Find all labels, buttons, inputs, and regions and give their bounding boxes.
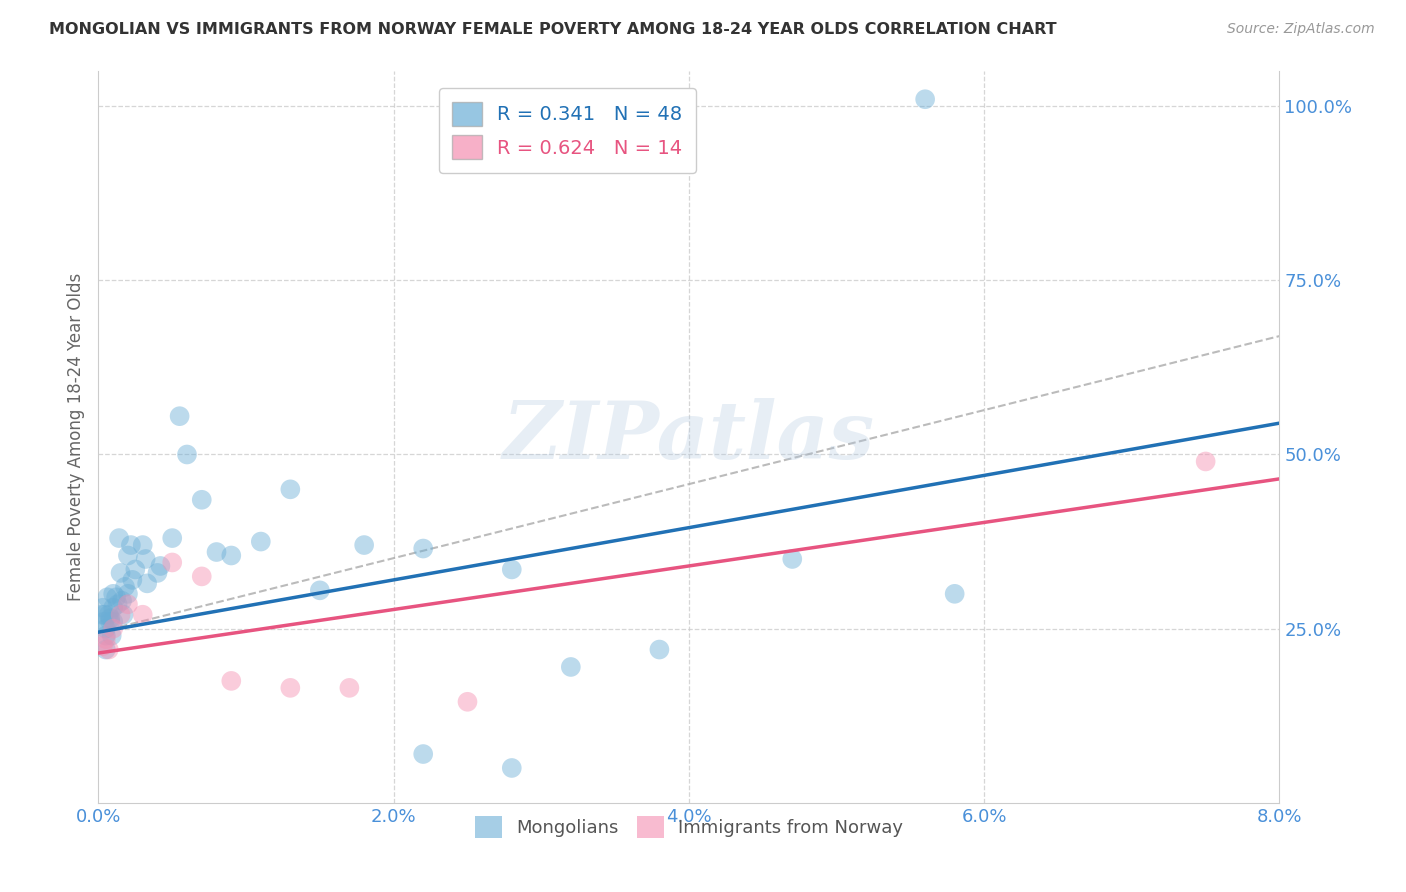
- Point: [103, 615, 125, 629]
- Point: [120, 538, 142, 552]
- Point: [149, 558, 172, 573]
- Point: [93, 615, 115, 629]
- Point: [191, 492, 214, 507]
- Point: [100, 629, 122, 643]
- Point: [94, 642, 117, 657]
- Point: [121, 573, 143, 587]
- Text: ZIPatlas: ZIPatlas: [503, 399, 875, 475]
- Point: [103, 600, 125, 615]
- Point: [91, 639, 114, 653]
- Point: [98, 615, 121, 629]
- Point: [146, 566, 169, 580]
- Point: [412, 747, 434, 761]
- Point: [412, 541, 434, 556]
- Text: Source: ZipAtlas.com: Source: ZipAtlas.com: [1227, 22, 1375, 37]
- Y-axis label: Female Poverty Among 18-24 Year Olds: Female Poverty Among 18-24 Year Olds: [66, 273, 84, 601]
- Point: [191, 569, 214, 583]
- Point: [280, 483, 302, 497]
- Point: [162, 531, 183, 545]
- Point: [93, 607, 115, 622]
- Point: [353, 538, 375, 552]
- Point: [112, 607, 135, 622]
- Point: [124, 562, 146, 576]
- Point: [309, 583, 332, 598]
- Point: [943, 587, 966, 601]
- Point: [221, 673, 243, 688]
- Point: [91, 600, 114, 615]
- Point: [501, 562, 523, 576]
- Point: [250, 534, 273, 549]
- Point: [339, 681, 361, 695]
- Point: [108, 531, 131, 545]
- Legend: Mongolians, Immigrants from Norway: Mongolians, Immigrants from Norway: [467, 808, 911, 845]
- Point: [107, 597, 129, 611]
- Point: [914, 92, 936, 106]
- Point: [94, 622, 117, 636]
- Point: [782, 552, 804, 566]
- Point: [162, 556, 183, 570]
- Point: [97, 607, 120, 622]
- Point: [176, 448, 198, 462]
- Point: [135, 552, 157, 566]
- Point: [501, 761, 523, 775]
- Point: [560, 660, 582, 674]
- Text: MONGOLIAN VS IMMIGRANTS FROM NORWAY FEMALE POVERTY AMONG 18-24 YEAR OLDS CORRELA: MONGOLIAN VS IMMIGRANTS FROM NORWAY FEMA…: [49, 22, 1057, 37]
- Point: [1195, 454, 1218, 468]
- Point: [111, 594, 134, 608]
- Point: [205, 545, 228, 559]
- Point: [103, 622, 125, 636]
- Point: [94, 632, 117, 646]
- Point: [110, 607, 132, 622]
- Point: [103, 587, 125, 601]
- Point: [97, 642, 120, 657]
- Point: [96, 591, 118, 605]
- Point: [132, 607, 155, 622]
- Point: [648, 642, 671, 657]
- Point: [105, 591, 128, 605]
- Point: [90, 607, 112, 622]
- Point: [117, 549, 139, 563]
- Point: [114, 580, 136, 594]
- Point: [221, 549, 243, 563]
- Point: [117, 587, 139, 601]
- Point: [169, 409, 191, 424]
- Point: [457, 695, 479, 709]
- Point: [132, 538, 155, 552]
- Point: [98, 611, 121, 625]
- Point: [136, 576, 159, 591]
- Point: [117, 597, 139, 611]
- Point: [94, 629, 117, 643]
- Point: [280, 681, 302, 695]
- Point: [110, 566, 132, 580]
